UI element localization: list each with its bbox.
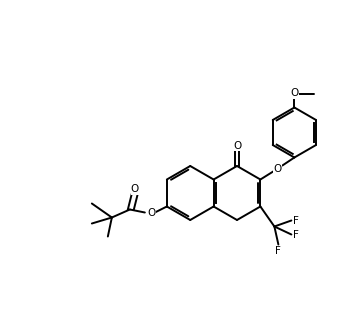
Text: O: O <box>233 141 241 151</box>
Text: O: O <box>131 184 139 194</box>
Text: F: F <box>294 230 299 240</box>
Text: O: O <box>290 89 299 99</box>
Text: F: F <box>275 246 281 256</box>
Text: F: F <box>294 216 299 226</box>
Text: O: O <box>148 208 156 218</box>
Text: O: O <box>273 163 281 173</box>
